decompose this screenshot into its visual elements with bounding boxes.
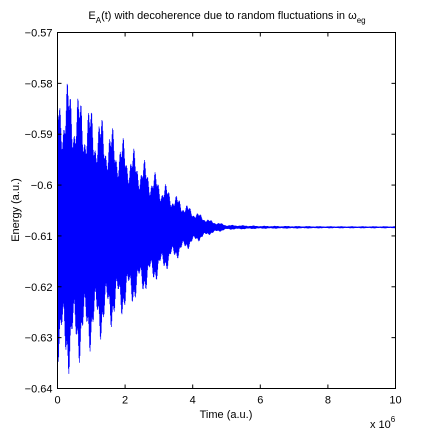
x-axis-label: Time (a.u.) [200, 409, 253, 421]
x-tick-label: 6 [257, 395, 263, 407]
x-tick-label: 2 [122, 395, 128, 407]
y-tick-label: −0.59 [25, 129, 53, 141]
title-e: E [88, 10, 95, 22]
y-tick-label: −0.57 [25, 28, 53, 40]
x-exponent-base: x 10 [370, 419, 391, 431]
x-exponent-power: 6 [391, 415, 396, 424]
y-tick-label: −0.64 [25, 384, 53, 396]
title-sub-eg: eg [357, 16, 366, 25]
x-tick-label: 0 [54, 395, 60, 407]
y-axis: −0.57 −0.58 −0.59 −0.6 −0.61 −0.62 −0.63 −0.64 [25, 28, 396, 396]
series-line [57, 83, 396, 374]
plot-title: EA(t) with decoherence due to random flu… [88, 10, 365, 25]
y-tick-label: −0.62 [25, 282, 53, 294]
axes-box [57, 32, 396, 389]
svg-text:EA(t) with decoherence due to: EA(t) with decoherence due to random flu… [88, 10, 365, 25]
y-tick-label: −0.63 [25, 333, 53, 345]
x-exponent-label: x 106 [370, 415, 396, 431]
y-tick-label: −0.6 [31, 180, 53, 192]
x-tick-label: 4 [190, 395, 196, 407]
x-tick-label: 10 [389, 395, 401, 407]
title-mid: (t) with decoherence due to random fluct… [101, 10, 357, 22]
title-sub-a: A [96, 16, 102, 25]
y-tick-label: −0.61 [25, 231, 53, 243]
x-axis: 0 2 4 6 8 10 [54, 32, 402, 407]
y-tick-label: −0.58 [25, 78, 53, 90]
x-tick-label: 8 [325, 395, 331, 407]
svg-text:x 106: x 106 [370, 415, 396, 431]
series-layer [57, 83, 396, 374]
y-axis-label: Energy (a.u.) [10, 178, 22, 242]
